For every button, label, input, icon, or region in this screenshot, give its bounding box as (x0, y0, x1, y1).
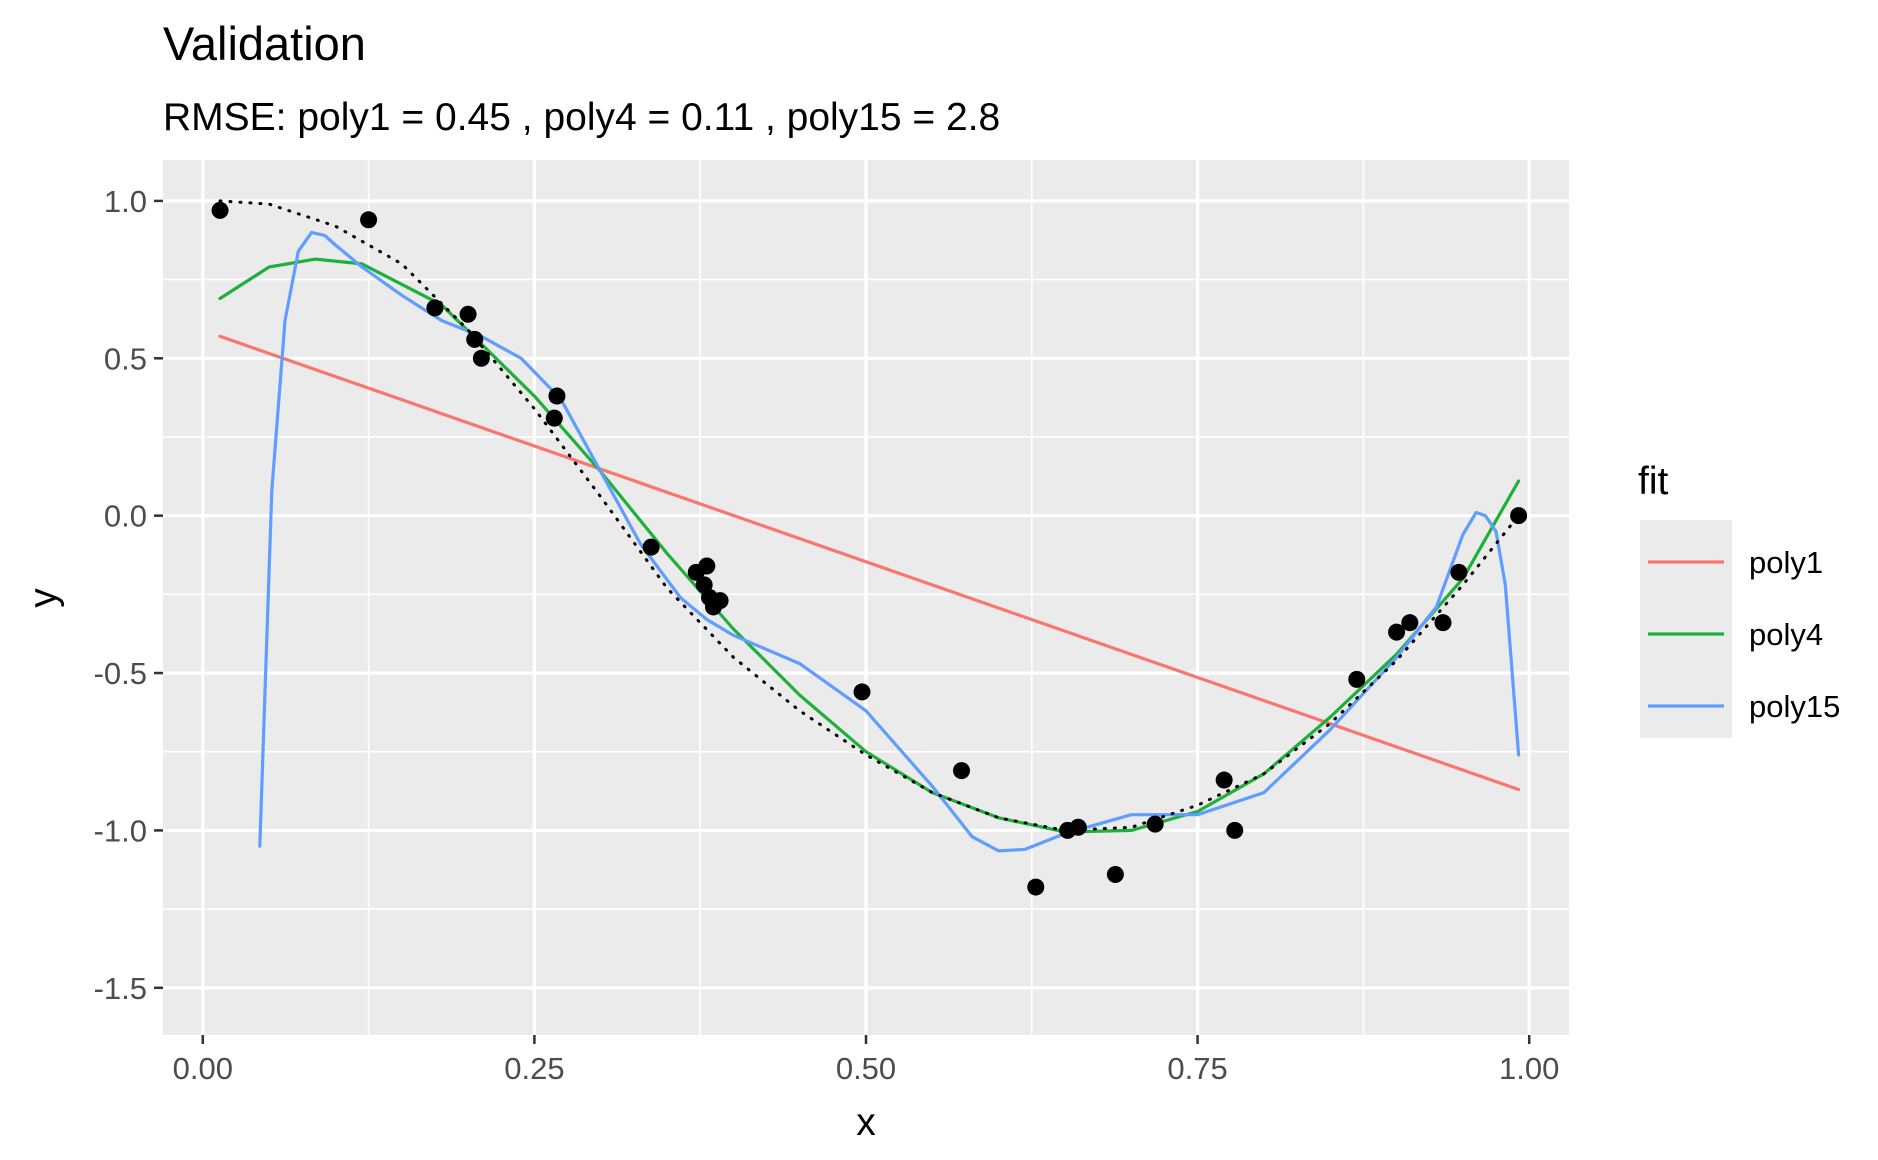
y-axis: -1.5 -1.0 -0.5 0.0 0.5 1.0 (94, 184, 163, 1006)
data-point (1450, 563, 1468, 581)
data-point (1510, 507, 1528, 525)
chart-title: Validation (163, 17, 366, 70)
series-line-poly1 (218, 334, 1521, 792)
x-axis: 0.00 0.25 0.50 0.75 1.00 (173, 1035, 1559, 1086)
data-point (642, 538, 660, 556)
data-point (711, 592, 729, 610)
x-axis-label: x (856, 1101, 876, 1144)
data-point (1215, 771, 1233, 789)
data-point (548, 387, 566, 405)
data-point (1401, 614, 1419, 632)
y-tick-label: 1.0 (104, 184, 147, 219)
y-tick-label: 0.0 (104, 499, 147, 534)
legend-label-poly4: poly4 (1749, 617, 1823, 652)
series-line-poly15 (258, 230, 1521, 853)
data-point (1106, 865, 1124, 883)
y-axis-label: y (22, 588, 65, 608)
data-point (466, 330, 484, 348)
data-point (459, 305, 477, 323)
data-point (1388, 623, 1406, 641)
data-points (211, 201, 1528, 896)
fit-lines (218, 199, 1521, 853)
data-point (472, 349, 490, 367)
data-point (211, 201, 229, 219)
data-point (1434, 614, 1452, 632)
legend-label-poly1: poly1 (1749, 545, 1823, 580)
legend: fit poly1 poly4 poly15 (1638, 460, 1840, 738)
x-tick-label: 0.25 (504, 1051, 564, 1086)
y-tick-label: -1.5 (94, 971, 147, 1006)
data-point (1027, 878, 1045, 896)
y-tick-label: 0.5 (104, 341, 147, 376)
legend-label-poly15: poly15 (1749, 689, 1840, 724)
y-tick-label: -1.0 (94, 813, 147, 848)
data-point (545, 409, 563, 427)
chart-subtitle: RMSE: poly1 = 0.45 , poly4 = 0.11 , poly… (163, 96, 1000, 139)
data-point (1146, 815, 1164, 833)
data-point (853, 683, 871, 701)
data-point (953, 762, 971, 780)
data-point (698, 557, 716, 575)
data-point (1226, 821, 1244, 839)
series-line-poly4 (218, 257, 1521, 834)
data-point (426, 299, 444, 317)
y-tick-label: -0.5 (94, 656, 147, 691)
x-tick-label: 1.00 (1499, 1051, 1559, 1086)
x-tick-label: 0.50 (836, 1051, 896, 1086)
data-point (1348, 670, 1366, 688)
x-tick-label: 0.00 (173, 1051, 233, 1086)
major-gridlines (163, 160, 1569, 1035)
x-tick-label: 0.75 (1167, 1051, 1227, 1086)
legend-key-background (1640, 520, 1732, 738)
data-point (360, 211, 378, 229)
legend-title: fit (1638, 460, 1669, 503)
data-point (1069, 818, 1087, 836)
